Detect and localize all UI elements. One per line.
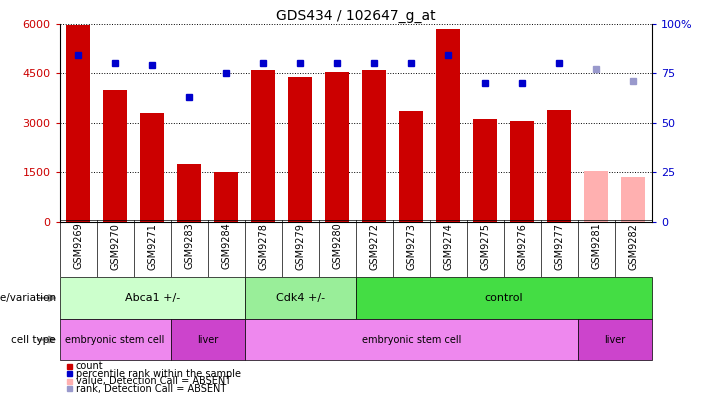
Bar — [510, 121, 534, 222]
Bar — [60, 277, 245, 319]
Bar — [325, 72, 349, 222]
Text: Abca1 +/-: Abca1 +/- — [125, 293, 179, 303]
Text: GSM9284: GSM9284 — [222, 223, 231, 269]
Bar — [60, 319, 170, 360]
Text: GSM9278: GSM9278 — [258, 223, 268, 270]
Bar — [578, 319, 652, 360]
Text: GSM9277: GSM9277 — [554, 223, 564, 270]
Text: GSM9275: GSM9275 — [480, 223, 490, 270]
Bar — [214, 172, 238, 222]
Text: value, Detection Call = ABSENT: value, Detection Call = ABSENT — [76, 376, 231, 386]
Bar — [170, 319, 245, 360]
Text: GSM9283: GSM9283 — [184, 223, 194, 269]
Text: GSM9272: GSM9272 — [369, 223, 379, 270]
Text: liver: liver — [197, 335, 218, 345]
Bar — [585, 171, 608, 222]
Bar — [355, 277, 652, 319]
Text: GSM9273: GSM9273 — [407, 223, 416, 270]
Bar — [362, 70, 386, 222]
Text: GSM9271: GSM9271 — [147, 223, 157, 270]
Text: GSM9280: GSM9280 — [332, 223, 342, 269]
Bar — [103, 90, 127, 222]
Bar — [251, 70, 275, 222]
Title: GDS434 / 102647_g_at: GDS434 / 102647_g_at — [276, 9, 435, 23]
Text: cell type: cell type — [11, 335, 56, 345]
Text: percentile rank within the sample: percentile rank within the sample — [76, 369, 240, 379]
Text: control: control — [484, 293, 523, 303]
Bar — [177, 164, 201, 222]
Bar — [245, 319, 578, 360]
Bar — [245, 277, 356, 319]
Text: GSM9282: GSM9282 — [628, 223, 639, 270]
Bar — [473, 120, 498, 222]
Bar — [288, 76, 312, 222]
Bar — [547, 110, 571, 222]
Bar — [66, 25, 90, 222]
Text: GSM9281: GSM9281 — [592, 223, 601, 269]
Text: Cdk4 +/-: Cdk4 +/- — [275, 293, 325, 303]
Text: liver: liver — [604, 335, 625, 345]
Bar — [436, 29, 461, 222]
Text: embryonic stem cell: embryonic stem cell — [362, 335, 461, 345]
Text: count: count — [76, 361, 103, 371]
Text: GSM9276: GSM9276 — [517, 223, 527, 270]
Bar — [621, 177, 646, 222]
Text: GSM9270: GSM9270 — [110, 223, 120, 270]
Text: embryonic stem cell: embryonic stem cell — [65, 335, 165, 345]
Text: GSM9274: GSM9274 — [443, 223, 454, 270]
Text: rank, Detection Call = ABSENT: rank, Detection Call = ABSENT — [76, 384, 226, 394]
Text: GSM9269: GSM9269 — [73, 223, 83, 269]
Text: GSM9279: GSM9279 — [295, 223, 305, 270]
Bar — [400, 111, 423, 222]
Text: genotype/variation: genotype/variation — [0, 293, 56, 303]
Bar — [140, 113, 164, 222]
